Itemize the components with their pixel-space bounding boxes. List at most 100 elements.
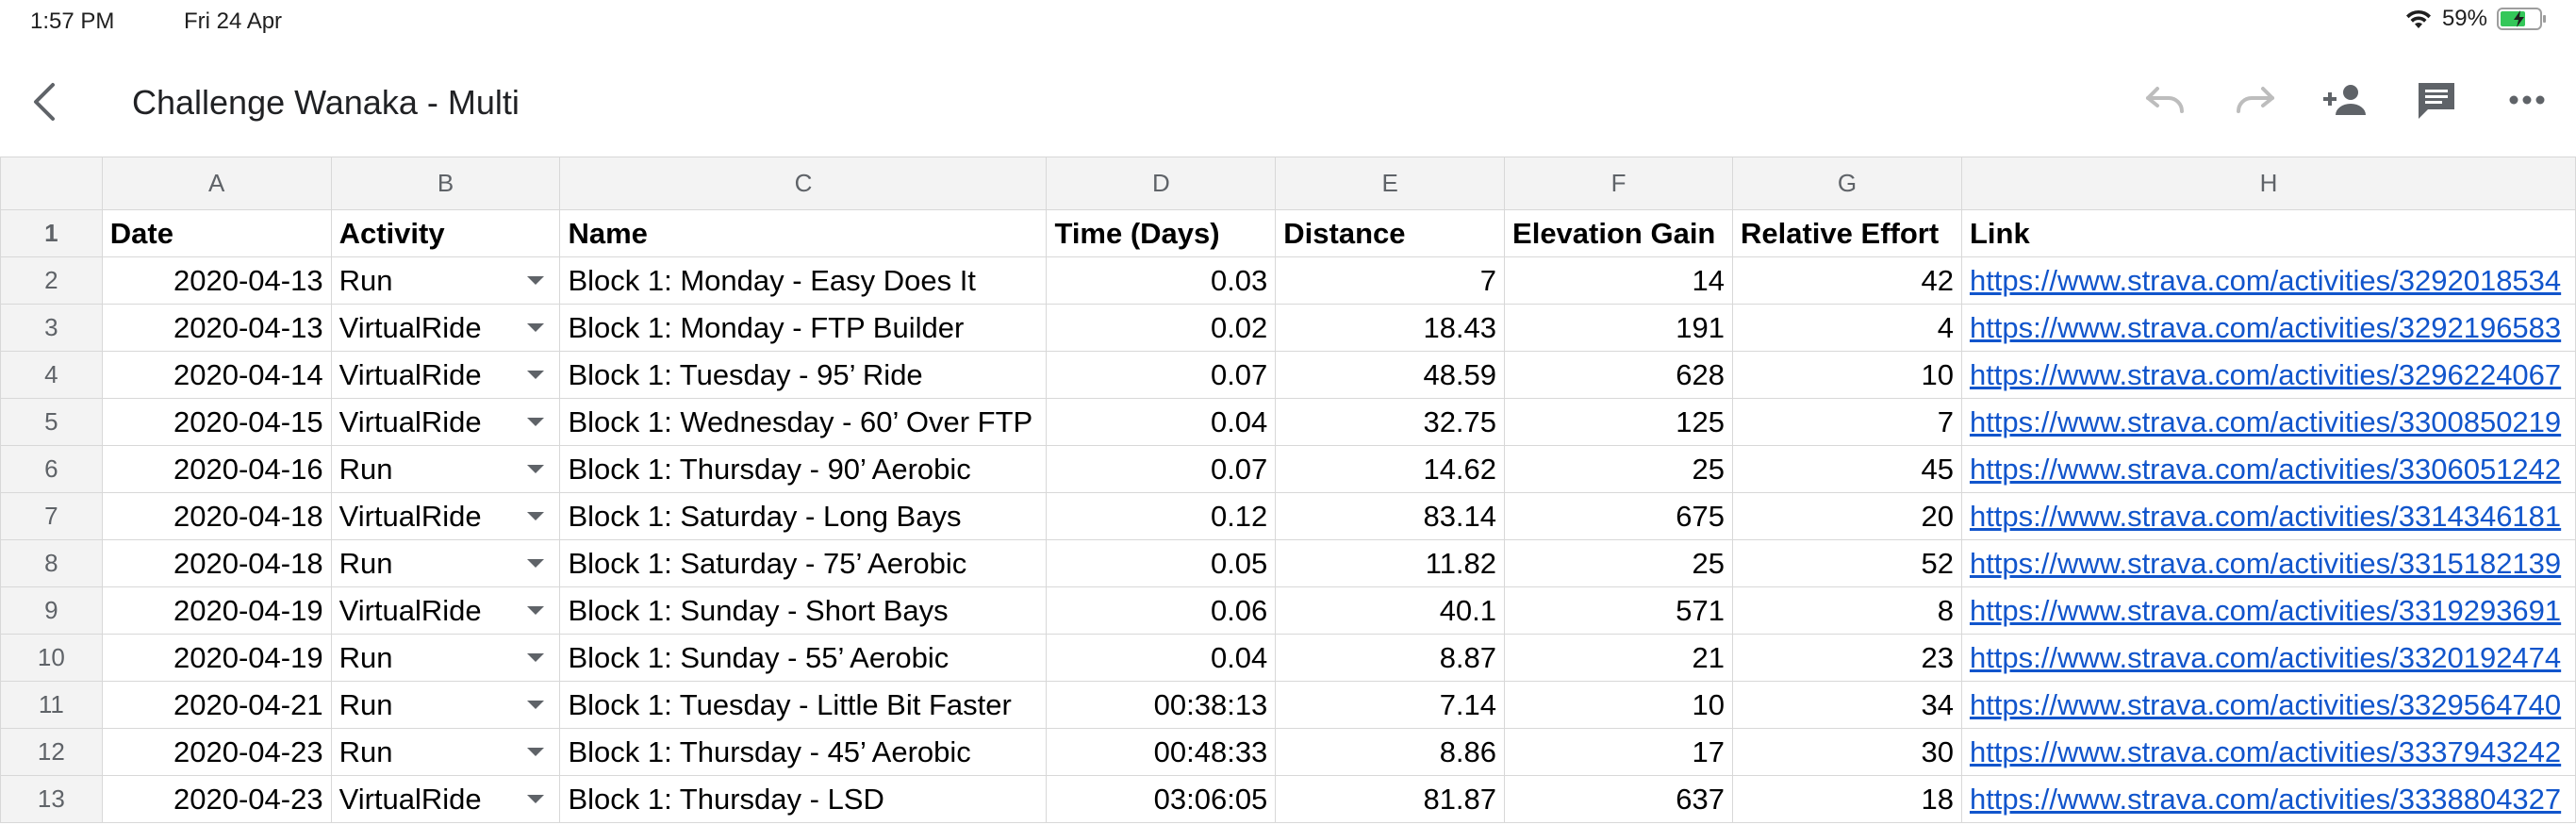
more-button[interactable]: [2501, 74, 2553, 126]
cell-name[interactable]: Block 1: Monday - Easy Does It: [559, 256, 1048, 305]
cell-activity-dropdown[interactable]: Run: [330, 634, 561, 682]
activity-link[interactable]: https://www.strava.com/activities/329201…: [1969, 263, 2562, 297]
cell-distance[interactable]: 8.86: [1275, 728, 1506, 776]
cell-link[interactable]: https://www.strava.com/activities/330085…: [1960, 398, 2576, 446]
cell-link[interactable]: https://www.strava.com/activities/331434…: [1960, 492, 2576, 540]
cell-link[interactable]: https://www.strava.com/activities/329201…: [1960, 256, 2576, 305]
cell-link[interactable]: https://www.strava.com/activities/331518…: [1960, 539, 2576, 587]
undo-button[interactable]: [2138, 74, 2191, 126]
row-number[interactable]: 13: [0, 775, 103, 823]
cell-name[interactable]: Block 1: Wednesday - 60’ Over FTP: [559, 398, 1048, 446]
cell-link[interactable]: https://www.strava.com/activities/333880…: [1960, 775, 2576, 823]
dropdown-caret-icon[interactable]: [527, 418, 545, 426]
cell-link[interactable]: https://www.strava.com/activities/329622…: [1960, 351, 2576, 399]
cell-elevation[interactable]: 571: [1504, 586, 1733, 635]
dropdown-caret-icon[interactable]: [527, 653, 545, 662]
cell-time[interactable]: 0.03: [1046, 256, 1277, 305]
row-number[interactable]: 5: [0, 398, 103, 446]
row-number[interactable]: 11: [0, 681, 103, 729]
row-number[interactable]: 2: [0, 256, 103, 305]
header-cell-elevation[interactable]: Elevation Gain: [1504, 209, 1733, 257]
activity-link[interactable]: https://www.strava.com/activities/330605…: [1969, 452, 2562, 486]
header-cell-name[interactable]: Name: [559, 209, 1048, 257]
share-button[interactable]: [2320, 74, 2372, 126]
cell-activity-dropdown[interactable]: Run: [330, 728, 561, 776]
cell-activity-dropdown[interactable]: VirtualRide: [330, 775, 561, 823]
cell-elevation[interactable]: 21: [1504, 634, 1733, 682]
cell-time[interactable]: 0.04: [1046, 398, 1277, 446]
cell-date[interactable]: 2020-04-19: [101, 634, 332, 682]
column-header-d[interactable]: D: [1046, 157, 1277, 210]
select-all-corner[interactable]: [0, 157, 103, 210]
cell-effort[interactable]: 20: [1732, 492, 1962, 540]
header-cell-effort[interactable]: Relative Effort: [1732, 209, 1962, 257]
cell-elevation[interactable]: 191: [1504, 304, 1733, 352]
cell-time[interactable]: 00:38:13: [1046, 681, 1277, 729]
cell-name[interactable]: Block 1: Thursday - LSD: [559, 775, 1048, 823]
cell-time[interactable]: 0.07: [1046, 351, 1277, 399]
cell-effort[interactable]: 52: [1732, 539, 1962, 587]
cell-time[interactable]: 0.05: [1046, 539, 1277, 587]
cell-distance[interactable]: 83.14: [1275, 492, 1506, 540]
dropdown-caret-icon[interactable]: [527, 795, 545, 803]
dropdown-caret-icon[interactable]: [527, 512, 545, 520]
cell-link[interactable]: https://www.strava.com/activities/333794…: [1960, 728, 2576, 776]
cell-activity-dropdown[interactable]: VirtualRide: [330, 304, 561, 352]
activity-link[interactable]: https://www.strava.com/activities/331434…: [1969, 499, 2562, 533]
cell-date[interactable]: 2020-04-15: [101, 398, 332, 446]
cell-name[interactable]: Block 1: Tuesday - Little Bit Faster: [559, 681, 1048, 729]
activity-link[interactable]: https://www.strava.com/activities/331518…: [1969, 546, 2562, 580]
activity-link[interactable]: https://www.strava.com/activities/329622…: [1969, 357, 2562, 391]
cell-distance[interactable]: 7: [1275, 256, 1506, 305]
dropdown-caret-icon[interactable]: [527, 606, 545, 615]
header-cell-time[interactable]: Time (Days): [1046, 209, 1277, 257]
activity-link[interactable]: https://www.strava.com/activities/330085…: [1969, 404, 2562, 438]
document-title[interactable]: Challenge Wanaka - Multi: [132, 83, 520, 122]
column-header-h[interactable]: H: [1960, 157, 2576, 210]
header-cell-distance[interactable]: Distance: [1275, 209, 1506, 257]
column-header-g[interactable]: G: [1732, 157, 1962, 210]
cell-name[interactable]: Block 1: Sunday - 55’ Aerobic: [559, 634, 1048, 682]
cell-effort[interactable]: 23: [1732, 634, 1962, 682]
cell-activity-dropdown[interactable]: VirtualRide: [330, 398, 561, 446]
row-number[interactable]: 7: [0, 492, 103, 540]
cell-effort[interactable]: 45: [1732, 445, 1962, 493]
cell-link[interactable]: https://www.strava.com/activities/331929…: [1960, 586, 2576, 635]
dropdown-caret-icon[interactable]: [527, 371, 545, 379]
cell-activity-dropdown[interactable]: Run: [330, 256, 561, 305]
cell-date[interactable]: 2020-04-19: [101, 586, 332, 635]
header-cell-date[interactable]: Date: [101, 209, 332, 257]
redo-button[interactable]: [2229, 74, 2282, 126]
cell-activity-dropdown[interactable]: Run: [330, 681, 561, 729]
row-number[interactable]: 8: [0, 539, 103, 587]
dropdown-caret-icon[interactable]: [527, 559, 545, 568]
cell-activity-dropdown[interactable]: VirtualRide: [330, 586, 561, 635]
column-header-a[interactable]: A: [101, 157, 332, 210]
cell-name[interactable]: Block 1: Tuesday - 95’ Ride: [559, 351, 1048, 399]
cell-elevation[interactable]: 10: [1504, 681, 1733, 729]
row-number[interactable]: 1: [0, 209, 103, 257]
cell-time[interactable]: 03:06:05: [1046, 775, 1277, 823]
cell-date[interactable]: 2020-04-18: [101, 539, 332, 587]
cell-distance[interactable]: 48.59: [1275, 351, 1506, 399]
comment-button[interactable]: [2410, 74, 2463, 126]
cell-date[interactable]: 2020-04-21: [101, 681, 332, 729]
cell-name[interactable]: Block 1: Saturday - Long Bays: [559, 492, 1048, 540]
cell-time[interactable]: 00:48:33: [1046, 728, 1277, 776]
activity-link[interactable]: https://www.strava.com/activities/331929…: [1969, 593, 2562, 627]
cell-distance[interactable]: 40.1: [1275, 586, 1506, 635]
cell-distance[interactable]: 18.43: [1275, 304, 1506, 352]
cell-date[interactable]: 2020-04-23: [101, 728, 332, 776]
cell-elevation[interactable]: 637: [1504, 775, 1733, 823]
cell-link[interactable]: https://www.strava.com/activities/330605…: [1960, 445, 2576, 493]
back-button[interactable]: [26, 79, 64, 124]
cell-effort[interactable]: 42: [1732, 256, 1962, 305]
cell-effort[interactable]: 4: [1732, 304, 1962, 352]
dropdown-caret-icon[interactable]: [527, 323, 545, 332]
cell-distance[interactable]: 8.87: [1275, 634, 1506, 682]
cell-elevation[interactable]: 628: [1504, 351, 1733, 399]
cell-name[interactable]: Block 1: Monday - FTP Builder: [559, 304, 1048, 352]
cell-name[interactable]: Block 1: Thursday - 90’ Aerobic: [559, 445, 1048, 493]
row-number[interactable]: 3: [0, 304, 103, 352]
cell-elevation[interactable]: 125: [1504, 398, 1733, 446]
